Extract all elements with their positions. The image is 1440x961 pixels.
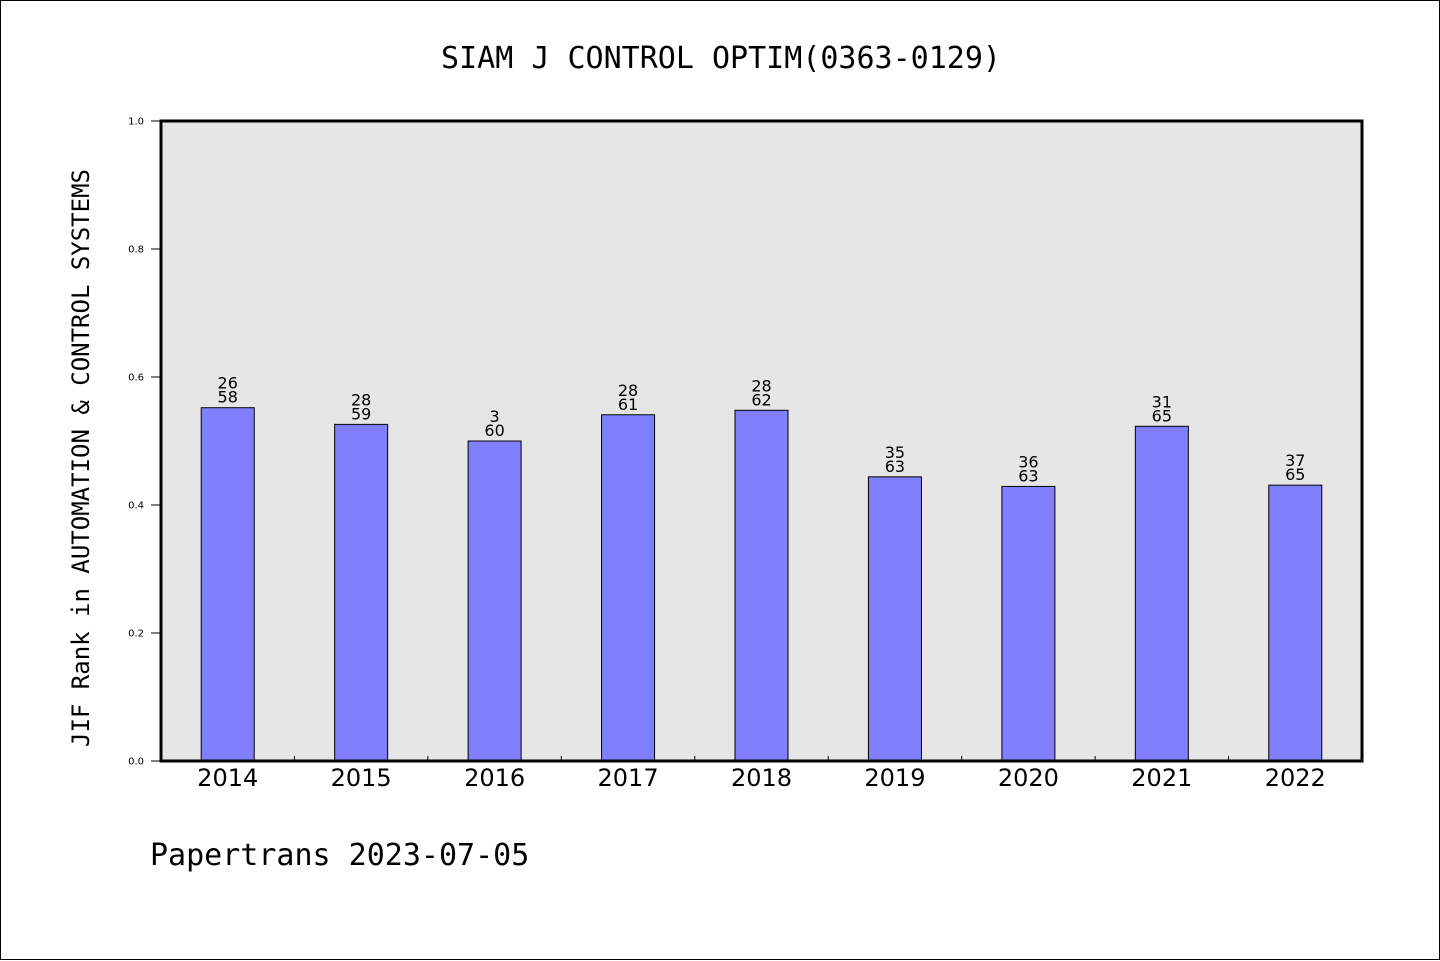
y-axis-label: JIF Rank in AUTOMATION & CONTROL SYSTEMS xyxy=(67,169,95,747)
bar-total-label: 62 xyxy=(751,390,771,409)
bar-rank-label: 28 xyxy=(618,381,638,400)
bar xyxy=(1268,484,1323,762)
y-tick-label: 0.6 xyxy=(128,373,144,384)
x-tick-label: 2021 xyxy=(1131,764,1192,792)
x-tick-label: 2015 xyxy=(331,764,392,792)
x-tick-label: 2022 xyxy=(1265,764,1326,792)
x-tick-label: 2019 xyxy=(864,764,925,792)
bar xyxy=(467,440,522,762)
y-tick-label: 1.0 xyxy=(128,117,144,128)
y-tick-label: 0.4 xyxy=(128,501,144,512)
bar-total-label: 61 xyxy=(618,395,638,414)
bar xyxy=(1001,485,1056,762)
bar-total-label: 60 xyxy=(484,421,504,440)
chart-title: SIAM J CONTROL OPTIM(0363-0129) xyxy=(441,41,1001,76)
x-tick-label: 2018 xyxy=(731,764,792,792)
bar-rank-label: 31 xyxy=(1152,392,1172,411)
bar xyxy=(734,409,789,762)
footer-credit: Papertrans 2023-07-05 xyxy=(150,838,529,873)
bar-total-label: 63 xyxy=(1018,466,1038,485)
bar-total-label: 65 xyxy=(1285,465,1305,484)
x-tick-label: 2014 xyxy=(197,764,258,792)
x-tick-label: 2016 xyxy=(464,764,525,792)
plot-border xyxy=(159,119,1364,763)
y-tick-label: 0.0 xyxy=(128,757,144,768)
bar-rank-label: 26 xyxy=(218,374,238,393)
bar xyxy=(867,476,922,762)
y-tick-label: 0.8 xyxy=(128,245,144,256)
y-tick-label: 0.2 xyxy=(128,629,144,640)
bar-rank-label: 35 xyxy=(885,443,905,462)
x-tick-label: 2017 xyxy=(598,764,659,792)
bar-total-label: 58 xyxy=(218,388,238,407)
bar xyxy=(601,414,656,762)
bar-rank-label: 3 xyxy=(490,407,500,426)
bar-rank-label: 28 xyxy=(751,376,771,395)
bar-rank-label: 37 xyxy=(1285,451,1305,470)
x-tick-label: 2020 xyxy=(998,764,1059,792)
bar-total-label: 63 xyxy=(885,457,905,476)
bar xyxy=(1134,425,1189,762)
bar-rank-label: 28 xyxy=(351,390,371,409)
axes-layer: 0.0 0.2 0.4 0.6 0.8 1.0 2014 2015 2016 2017 2018 20… xyxy=(128,117,1326,793)
bar-total-label: 59 xyxy=(351,404,371,423)
bar xyxy=(334,423,389,762)
bar xyxy=(200,407,255,762)
bar-total-label: 65 xyxy=(1152,406,1172,425)
bar-rank-label: 36 xyxy=(1018,452,1038,471)
